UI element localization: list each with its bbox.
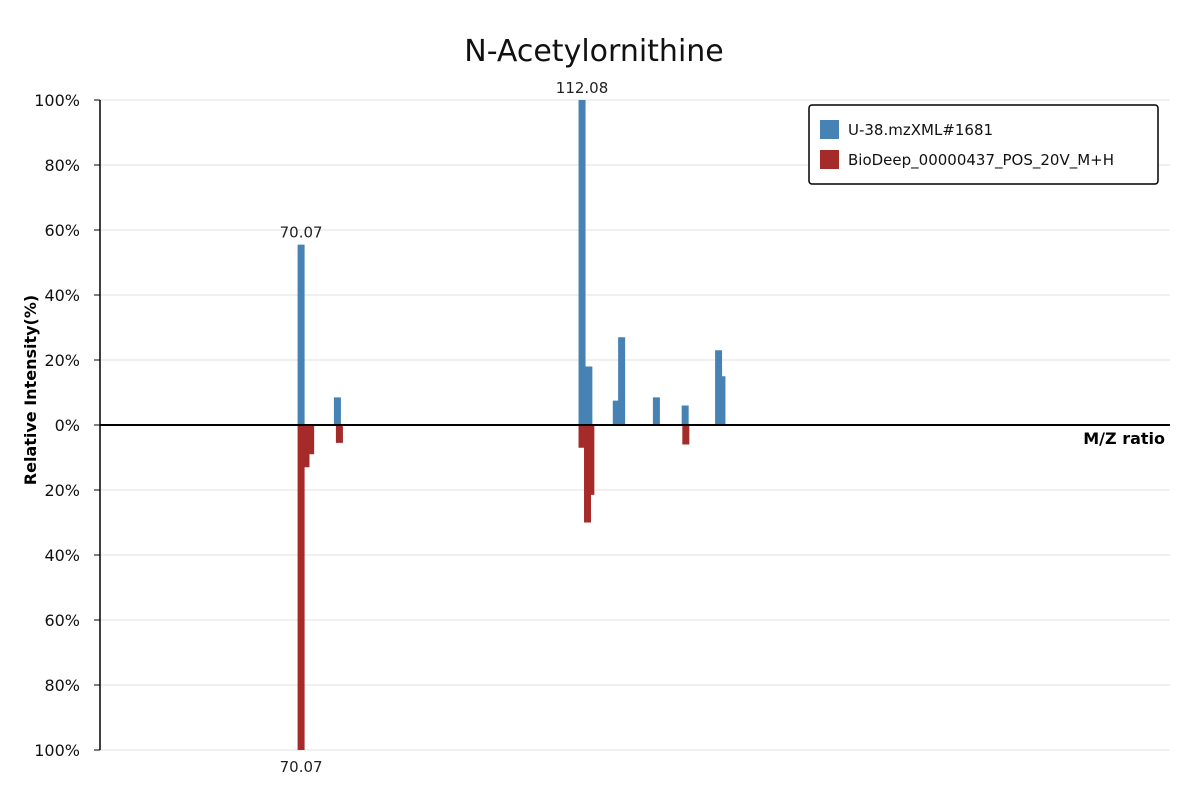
- reference-peak-bar: [297, 425, 305, 750]
- reference-peak-bar: [578, 425, 586, 448]
- y-tick-label: 100%: [34, 91, 80, 110]
- spectrum-bars: [297, 100, 726, 750]
- legend-swatch-sample: [820, 120, 839, 139]
- reference-peak-bar: [587, 425, 595, 495]
- axes: [99, 100, 1170, 750]
- sample-peak-bar: [333, 397, 341, 426]
- sample-peak-bar: [652, 397, 660, 426]
- peak-label: 70.07: [280, 758, 323, 776]
- y-tick-labels: 0% 20% 40% 60% 80% 100% 20% 40% 60% 80% 100%: [34, 91, 100, 760]
- legend-swatch-reference: [820, 150, 839, 169]
- reference-peak-bar: [335, 425, 343, 443]
- y-axis-label: Relative Intensity(%): [21, 295, 40, 485]
- sample-peak-bar: [585, 366, 593, 425]
- legend: U-38.mzXML#1681 BioDeep_00000437_POS_20V…: [808, 104, 1159, 185]
- sample-peak-bar: [618, 337, 626, 425]
- y-tick-label: 100%: [34, 741, 80, 760]
- y-tick-label: 80%: [44, 156, 80, 175]
- reference-peak-bar: [302, 425, 310, 468]
- y-tick-label: 60%: [44, 611, 80, 630]
- y-tick-label: 20%: [44, 481, 80, 500]
- peak-label: 70.07: [280, 224, 323, 242]
- legend-label-sample: U-38.mzXML#1681: [848, 121, 993, 139]
- x-axis-label: M/Z ratio: [1083, 429, 1165, 448]
- reference-peak-bar: [307, 425, 315, 455]
- legend-box: [808, 104, 1159, 185]
- y-tick-label: 80%: [44, 676, 80, 695]
- y-tick-label: 40%: [44, 286, 80, 305]
- peak-labels: 70.07 112.08 70.07: [280, 79, 609, 776]
- sample-peak-bar: [718, 376, 726, 425]
- sample-peak-bar: [578, 100, 586, 425]
- y-tick-label: 60%: [44, 221, 80, 240]
- chart-title: N-Acetylornithine: [464, 34, 724, 69]
- y-tick-label: 20%: [44, 351, 80, 370]
- y-tick-label: 40%: [44, 546, 80, 565]
- sample-peak-bar: [681, 405, 689, 425]
- legend-label-reference: BioDeep_00000437_POS_20V_M+H: [848, 151, 1114, 170]
- sample-peak-bar: [297, 244, 305, 425]
- reference-peak-bar: [682, 425, 690, 445]
- peak-label: 112.08: [556, 79, 609, 97]
- sample-peak-bar: [612, 400, 620, 426]
- grid-lines: [100, 99, 1170, 751]
- y-tick-label: 0%: [55, 416, 80, 435]
